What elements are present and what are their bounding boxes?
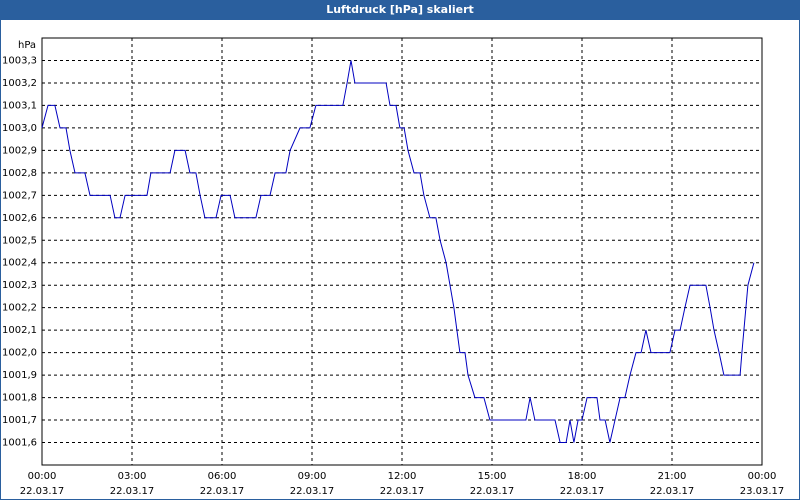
x-tick-date: 23.03.17	[740, 486, 785, 497]
x-tick-label: 00:00	[748, 471, 777, 482]
y-tick-label: 1001,8	[2, 393, 37, 404]
y-tick-label: 1002,8	[2, 168, 37, 179]
x-tick-date: 22.03.17	[380, 486, 425, 497]
y-tick-label: 1002,5	[2, 235, 37, 246]
x-tick-label: 00:00	[28, 471, 57, 482]
y-unit: hPa	[18, 40, 36, 51]
chart-title: Luftdruck [hPa] skaliert	[326, 3, 474, 16]
x-tick-label: 18:00	[568, 471, 597, 482]
y-tick-label: 1003,0	[2, 123, 37, 134]
y-tick-label: 1001,6	[2, 438, 37, 449]
x-tick-date: 22.03.17	[650, 486, 695, 497]
y-tick-label: 1002,1	[2, 325, 37, 336]
y-tick-label: 1001,9	[2, 370, 37, 381]
x-tick-date: 22.03.17	[290, 486, 335, 497]
x-tick-date: 22.03.17	[560, 486, 605, 497]
y-tick-label: 1002,6	[2, 213, 37, 224]
x-tick-date: 22.03.17	[110, 486, 155, 497]
x-tick-label: 12:00	[388, 471, 417, 482]
x-tick-date: 22.03.17	[20, 486, 65, 497]
y-tick-label: 1003,2	[2, 78, 37, 89]
y-tick-label: 1002,9	[2, 145, 37, 156]
y-tick-label: 1002,2	[2, 303, 37, 314]
x-tick-date: 22.03.17	[200, 486, 245, 497]
y-tick-label: 1002,3	[2, 280, 37, 291]
y-tick-label: 1001,7	[2, 415, 37, 426]
x-tick-label: 03:00	[118, 471, 147, 482]
y-tick-label: 1002,4	[2, 258, 37, 269]
y-tick-label: 1003,1	[2, 100, 37, 111]
y-tick-label: 1003,3	[2, 55, 37, 66]
data-line	[41, 60, 755, 444]
x-tick-label: 06:00	[208, 471, 237, 482]
x-tick-date: 22.03.17	[470, 486, 515, 497]
x-tick-label: 21:00	[658, 471, 687, 482]
x-tick-label: 15:00	[478, 471, 507, 482]
y-tick-label: 1002,7	[2, 190, 37, 201]
title-bar	[0, 0, 800, 20]
y-tick-label: 1002,0	[2, 348, 37, 359]
x-tick-label: 09:00	[298, 471, 327, 482]
